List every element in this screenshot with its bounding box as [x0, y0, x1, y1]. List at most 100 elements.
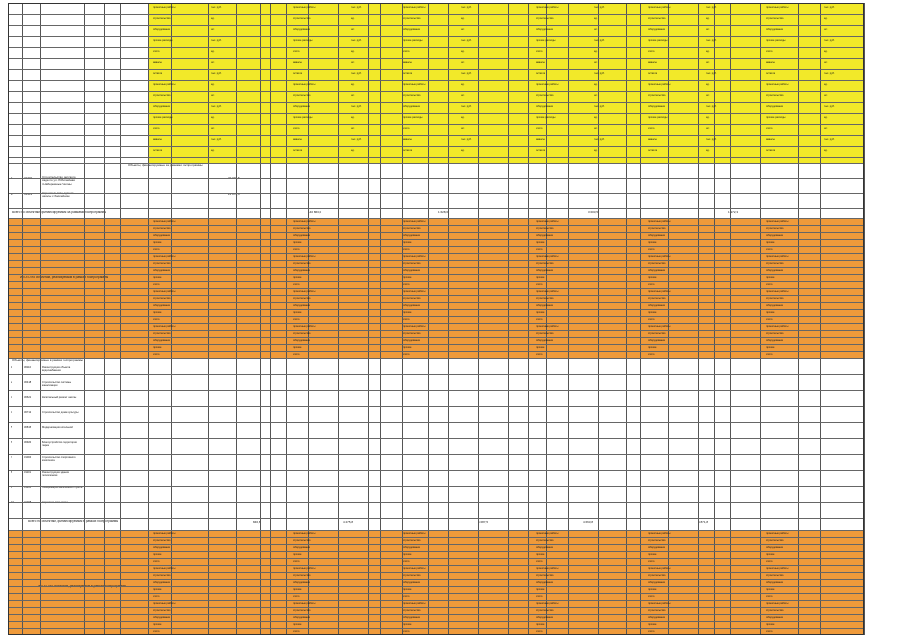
row-line	[8, 551, 864, 552]
row-line	[8, 246, 864, 247]
orange-cell-label: строительство	[153, 262, 171, 265]
orange-cell-label: оборудование	[403, 234, 421, 237]
yellow-cell-unit: шт.	[594, 61, 598, 64]
column-line	[698, 3, 699, 635]
yellow-cell-label: строительство	[536, 17, 554, 20]
orange-cell-label: строительство	[403, 297, 421, 300]
orange-cell-label: итого	[766, 283, 773, 286]
orange-cell-label: проектные работы	[403, 602, 426, 605]
orange-cell-label: прочие	[536, 276, 545, 279]
orange-cell-label: итого	[293, 283, 300, 286]
row-line	[8, 69, 864, 70]
orange-cell-label: строительство	[648, 297, 666, 300]
column-line	[448, 3, 449, 635]
orange-cell-label: оборудование	[536, 339, 554, 342]
block2-title: Объекты, финансируемые в рамках госпрогр…	[12, 359, 83, 362]
total2-value: 4 663,8	[583, 521, 594, 524]
orange-cell-label: строительство	[536, 297, 554, 300]
column-line	[40, 3, 41, 635]
block2-row-name: Строительство дома культуры	[42, 411, 79, 414]
orange-cell-label: итого	[403, 283, 410, 286]
orange-cell-label: проектные работы	[648, 220, 671, 223]
yellow-cell-label: прочие расходы	[648, 39, 668, 42]
yellow-cell-label: оборудование	[766, 105, 784, 108]
row-line	[8, 422, 864, 423]
orange-cell-label: итого	[766, 248, 773, 251]
yellow-cell-unit: шт.	[824, 94, 828, 97]
yellow-cell-label: оборудование	[403, 105, 421, 108]
orange-cell-label: проектные работы	[153, 325, 176, 328]
row-line	[8, 351, 864, 352]
block2-row-code: 30920	[24, 441, 32, 444]
orange-cell-label: итого	[293, 248, 300, 251]
yellow-cell-label: авансы	[536, 61, 545, 64]
column-line	[428, 3, 429, 635]
row-line	[8, 295, 864, 296]
yellow-cell-label: строительство	[536, 94, 554, 97]
total1-value: 1 972,3	[728, 211, 739, 214]
row-line	[8, 113, 864, 114]
total2-label: Всего по объектам, финансируемым в рамка…	[28, 520, 119, 523]
orange-cell-label: проектные работы	[153, 290, 176, 293]
orange-cell-label: строительство	[293, 609, 311, 612]
yellow-cell-unit: ед.	[824, 50, 828, 53]
column-line	[8, 3, 9, 635]
yellow-cell-unit: тыс. руб.	[351, 39, 362, 42]
block2-row-name: Строительство системы канализации	[42, 381, 72, 388]
orange-cell-label: итого	[536, 318, 543, 321]
row-line	[8, 124, 864, 125]
orange-cell-label: оборудование	[766, 616, 784, 619]
yellow-cell-label: итого	[648, 127, 655, 130]
orange-cell-label: проектные работы	[536, 290, 559, 293]
yellow-cell-unit: тыс. руб.	[594, 138, 605, 141]
yellow-cell-unit: тыс. руб.	[461, 39, 472, 42]
row-line	[8, 157, 864, 158]
yellow-cell-unit: ед.	[706, 17, 710, 20]
yellow-cell-unit: тыс. руб.	[706, 39, 717, 42]
row-line	[8, 36, 864, 37]
yellow-cell-unit: тыс. руб.	[461, 6, 472, 9]
orange-cell-label: итого	[648, 630, 655, 633]
yellow-cell-unit: шт.	[706, 61, 710, 64]
block2-row-num: 7	[11, 456, 13, 459]
yellow-cell-label: строительство	[766, 94, 784, 97]
orange-cell-label: прочие	[403, 346, 412, 349]
orange-cell-label: прочие	[536, 623, 545, 626]
orange-cell-label: проектные работы	[648, 602, 671, 605]
yellow-cell-label: строительство	[153, 17, 171, 20]
yellow-cell-unit: шт.	[706, 28, 710, 31]
yellow-cell-unit: ед.	[594, 116, 598, 119]
block2-row-code: 31205	[24, 486, 32, 489]
orange-cell-label: оборудование	[153, 581, 171, 584]
orange-cell-label: оборудование	[766, 269, 784, 272]
yellow-cell-label: строительство	[153, 94, 171, 97]
orange-cell-label: проектные работы	[536, 220, 559, 223]
orange-cell-label: оборудование	[648, 546, 666, 549]
column-line	[148, 3, 149, 635]
block1-title: Объекты, финансируемые за рамками госпро…	[128, 164, 203, 167]
yellow-cell-label: остаток	[766, 72, 776, 75]
orange-cell-label: оборудование	[766, 581, 784, 584]
yellow-cell-label: оборудование	[153, 28, 171, 31]
column-line	[171, 3, 172, 635]
yellow-cell-label: проектные работы	[403, 83, 426, 86]
orange-cell-label: прочие	[536, 588, 545, 591]
orange-cell-label: оборудование	[648, 339, 666, 342]
yellow-cell-unit: ед.	[461, 116, 465, 119]
yellow-cell-label: авансы	[403, 138, 412, 141]
total1-value: 140 863,0	[308, 211, 322, 214]
orange-cell-label: проектные работы	[293, 602, 316, 605]
yellow-cell-unit: тыс. руб.	[211, 39, 222, 42]
yellow-cell-unit: шт.	[824, 127, 828, 130]
orange-cell-label: проектные работы	[293, 220, 316, 223]
yellow-cell-label: авансы	[648, 138, 657, 141]
column-line	[308, 3, 309, 635]
yellow-cell-unit: ед.	[824, 149, 828, 152]
orange-cell-label: прочие	[293, 311, 302, 314]
row-line	[8, 267, 864, 268]
yellow-cell-unit: ед.	[594, 17, 598, 20]
yellow-cell-label: итого	[153, 127, 160, 130]
orange-cell-label: оборудование	[648, 616, 666, 619]
total-row-2: Всего по объектам, финансируемым в рамка…	[8, 518, 864, 530]
block2-row-code: 30712	[24, 411, 32, 414]
